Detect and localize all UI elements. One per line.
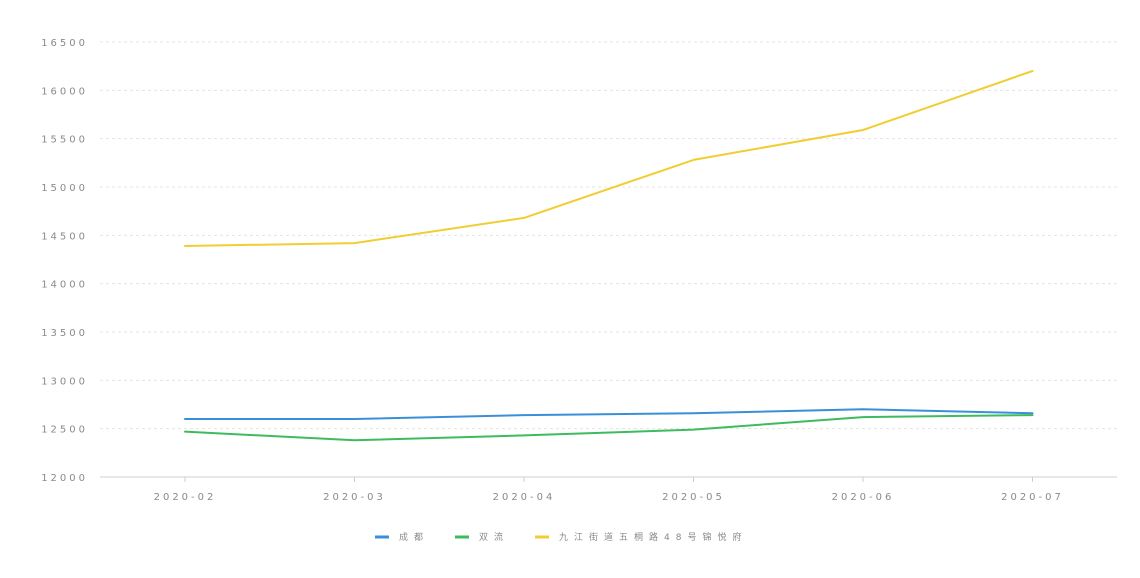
data-point-s2-2020-04 — [521, 432, 527, 438]
legend[interactable]: 成都 双流 九江街道五桐路48号锦悦府 — [375, 531, 747, 543]
data-point-s1-2020-06 — [860, 406, 866, 412]
series-line-1 — [184, 408, 1034, 420]
legend-label-3[interactable]: 九江街道五桐路48号锦悦府 — [559, 531, 747, 543]
legend-label-1[interactable]: 成都 — [399, 531, 429, 543]
data-point-s3-2020-05 — [691, 157, 697, 163]
data-point-s1-2020-02 — [182, 416, 188, 422]
series-line-2 — [184, 414, 1034, 442]
data-point-s3-2020-03 — [352, 240, 358, 246]
y-tick-label-13500: 13500 — [41, 328, 88, 339]
series-lines — [182, 68, 1036, 443]
x-tick-label-2020-02: 2020-02 — [154, 492, 217, 503]
y-tick-label-14000: 14000 — [41, 280, 88, 291]
data-point-s2-2020-02 — [182, 429, 188, 435]
data-point-s1-2020-04 — [521, 412, 527, 418]
y-tick-label-16500: 16500 — [41, 38, 88, 49]
y-tick-label-15000: 15000 — [41, 183, 88, 194]
series-line-3 — [184, 70, 1034, 247]
y-tick-label-12000: 12000 — [41, 473, 88, 484]
y-tick-label-14500: 14500 — [41, 231, 88, 242]
y-tick-label-16000: 16000 — [41, 86, 88, 97]
data-point-s3-2020-02 — [182, 243, 188, 249]
y-tick-label-15500: 15500 — [41, 135, 88, 146]
data-point-s2-2020-05 — [691, 427, 697, 433]
y-axis-tick-labels: 12000 12500 13000 13500 14000 14500 15000 15500… — [41, 38, 88, 484]
data-point-s2-2020-07 — [1030, 412, 1036, 418]
data-point-s2-2020-06 — [860, 414, 866, 420]
x-axis — [100, 476, 1117, 482]
grid-lines — [100, 41, 1117, 430]
x-tick-label-2020-04: 2020-04 — [493, 492, 556, 503]
x-tick-label-2020-05: 2020-05 — [662, 492, 725, 503]
data-point-s3-2020-06 — [860, 127, 866, 133]
x-tick-label-2020-07: 2020-07 — [1001, 492, 1064, 503]
data-point-s3-2020-07 — [1030, 68, 1036, 74]
legend-label-2[interactable]: 双流 — [479, 531, 509, 543]
x-axis-tick-labels: 2020-02 2020-03 2020-04 2020-05 2020-06 2020-… — [154, 492, 1064, 503]
x-tick-label-2020-06: 2020-06 — [832, 492, 895, 503]
y-tick-label-12500: 12500 — [41, 425, 88, 436]
x-tick-label-2020-03: 2020-03 — [323, 492, 386, 503]
data-point-s1-2020-05 — [691, 410, 697, 416]
data-point-s1-2020-03 — [352, 416, 358, 422]
data-point-s3-2020-04 — [521, 215, 527, 221]
y-tick-label-13000: 13000 — [41, 376, 88, 387]
data-point-s2-2020-03 — [352, 437, 358, 443]
